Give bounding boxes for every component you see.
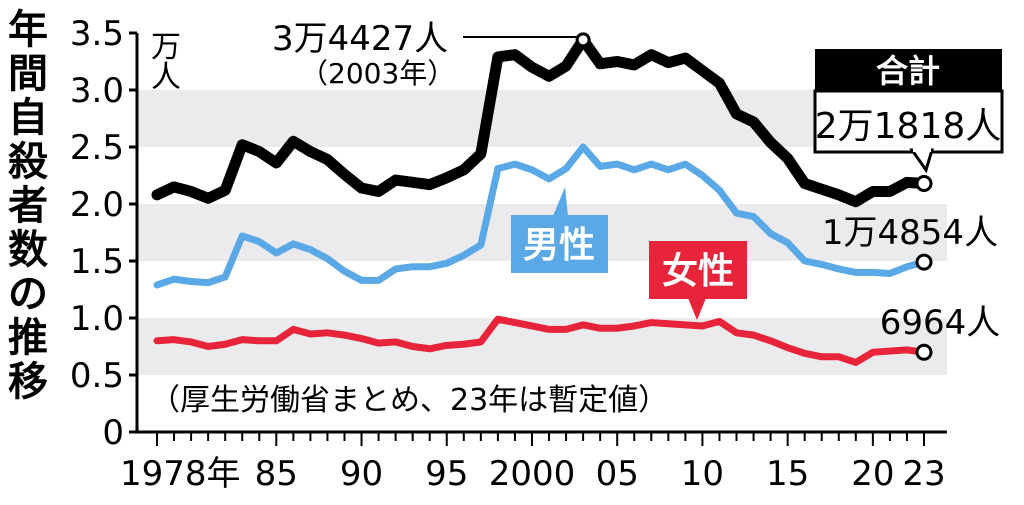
total-label-box	[815, 49, 1002, 91]
y-unit-char: 万	[151, 30, 181, 65]
series-line	[153, 315, 928, 366]
total-end-marker	[915, 174, 933, 192]
male-label: 男性	[523, 225, 595, 266]
title-char: の	[8, 271, 48, 317]
x-tick-label: 90	[340, 454, 383, 494]
female-callout-tail	[688, 298, 706, 320]
x-tick-label: 95	[425, 454, 468, 494]
male-2023-value: 1万4854人	[822, 213, 998, 253]
total-value-box	[813, 89, 1004, 154]
title-char: 数	[8, 227, 48, 273]
male-label-box	[511, 215, 608, 273]
total-label: 合計	[876, 52, 940, 90]
female-end-marker	[915, 343, 933, 361]
title-char: 自	[8, 95, 48, 141]
total-callout-tail	[909, 148, 935, 174]
grid-band	[137, 90, 947, 147]
y-tick-label: 2.5	[70, 128, 124, 168]
x-tick-label: 85	[255, 454, 298, 494]
male-end-marker	[915, 253, 933, 271]
y-tick-label: 3.5	[70, 14, 124, 54]
series-line	[151, 34, 930, 208]
title-char: 年	[8, 7, 48, 53]
x-tick-label: 05	[596, 454, 639, 494]
y-tick-label: 1.5	[70, 242, 124, 282]
x-tick-label: 15	[766, 454, 809, 494]
title-char: 者	[8, 183, 48, 229]
title-char: 推	[8, 315, 48, 361]
female-2023-value: 6964人	[880, 303, 1001, 343]
x-tick-label: 23	[902, 454, 945, 494]
y-tick-label: 0.5	[70, 356, 124, 396]
series-line	[153, 143, 928, 289]
male-callout-tail	[553, 187, 568, 216]
total-callout-gap	[913, 148, 931, 152]
peak-value-label: 3万4427人	[272, 19, 448, 59]
female-label-box	[649, 241, 747, 299]
y-unit-char: 人	[151, 60, 181, 95]
title-char: 移	[8, 359, 48, 405]
female-label: 女性	[662, 251, 734, 292]
y-tick-label: 3.0	[70, 71, 124, 111]
x-tick-label: 20	[851, 454, 894, 494]
chart-title: 年間自殺者数の推移	[6, 8, 50, 404]
title-char: 殺	[8, 139, 48, 185]
x-tick-label: 10	[681, 454, 724, 494]
peak-year-label: （2003年）	[300, 57, 455, 90]
peak-marker	[575, 32, 591, 48]
y-tick-label: 0	[102, 413, 124, 453]
y-tick-label: 2.0	[70, 185, 124, 225]
total-2023-value: 2万1818人	[815, 106, 1002, 147]
title-char: 間	[8, 51, 48, 97]
x-tick-label: 2000	[489, 454, 576, 494]
x-tick-label: 1978年	[120, 454, 241, 494]
y-tick-label: 1.0	[70, 299, 124, 339]
source-note: （厚生労働省まとめ、23年は暫定値）	[150, 383, 668, 418]
